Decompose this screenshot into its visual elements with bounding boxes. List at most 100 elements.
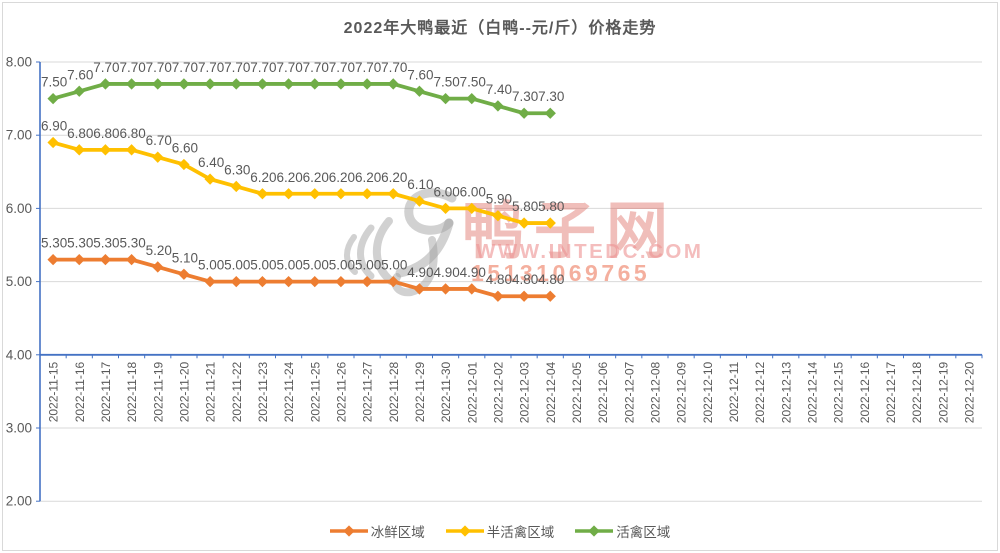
x-tick-label: 2022-12-11 bbox=[727, 361, 741, 422]
data-point-marker[interactable] bbox=[335, 188, 347, 200]
data-point-marker[interactable] bbox=[439, 202, 452, 215]
data-point-marker[interactable] bbox=[518, 107, 530, 119]
data-label: 7.40 bbox=[486, 82, 512, 97]
data-point-marker[interactable] bbox=[361, 78, 373, 90]
legend-item-0[interactable]: 冰鲜区域 bbox=[329, 521, 425, 541]
data-label: 6.90 bbox=[41, 119, 67, 134]
x-tick-label: 2022-12-02 bbox=[491, 361, 505, 423]
data-point-marker[interactable] bbox=[282, 188, 295, 200]
data-point-marker[interactable] bbox=[309, 78, 321, 90]
data-label: 6.00 bbox=[433, 184, 459, 199]
x-tick-label: 2022-11-18 bbox=[125, 361, 139, 422]
data-point-marker[interactable] bbox=[178, 78, 190, 90]
y-tick-label: 6.00 bbox=[6, 201, 32, 216]
x-tick-label: 2022-11-23 bbox=[256, 361, 270, 422]
x-tick-label: 2022-11-20 bbox=[177, 361, 191, 422]
data-label: 5.20 bbox=[146, 243, 172, 258]
data-label: 5.00 bbox=[381, 258, 407, 273]
data-label: 7.70 bbox=[146, 60, 172, 75]
data-point-marker[interactable] bbox=[387, 188, 399, 200]
x-tick-label: 2022-11-25 bbox=[308, 361, 322, 422]
data-point-marker[interactable] bbox=[492, 290, 504, 302]
x-tick-label: 2022-11-15 bbox=[47, 361, 61, 422]
legend-marker-icon bbox=[575, 525, 614, 537]
legend-item-2[interactable]: 活禽区域 bbox=[575, 521, 670, 541]
x-tick-label: 2022-11-19 bbox=[151, 361, 165, 422]
data-point-marker[interactable] bbox=[152, 78, 164, 90]
data-label: 6.20 bbox=[250, 170, 276, 185]
data-point-marker[interactable] bbox=[256, 78, 269, 90]
data-point-marker[interactable] bbox=[99, 78, 112, 90]
y-tick-label: 3.00 bbox=[6, 421, 32, 436]
data-point-marker[interactable] bbox=[178, 268, 190, 280]
data-point-marker[interactable] bbox=[230, 180, 242, 193]
x-tick-label: 2022-12-06 bbox=[596, 361, 610, 423]
data-label: 7.70 bbox=[276, 60, 302, 75]
data-point-marker[interactable] bbox=[230, 78, 242, 90]
data-point-marker[interactable] bbox=[309, 275, 321, 288]
data-point-marker[interactable] bbox=[387, 78, 399, 90]
data-point-marker[interactable] bbox=[361, 188, 373, 200]
data-label: 5.10 bbox=[172, 250, 198, 265]
data-point-marker[interactable] bbox=[413, 85, 426, 97]
legend-label: 冰鲜区域 bbox=[370, 525, 425, 540]
data-label: 5.00 bbox=[224, 258, 250, 273]
data-point-marker[interactable] bbox=[73, 85, 85, 97]
data-label: 7.50 bbox=[433, 75, 459, 90]
data-point-marker[interactable] bbox=[518, 290, 530, 302]
x-tick-label: 2022-12-12 bbox=[753, 361, 767, 423]
y-tick-label: 7.00 bbox=[6, 128, 32, 143]
x-tick-label: 2022-12-05 bbox=[570, 361, 584, 423]
data-point-marker[interactable] bbox=[47, 253, 59, 266]
data-point-marker[interactable] bbox=[125, 253, 138, 266]
data-point-marker[interactable] bbox=[544, 290, 556, 302]
x-tick-label: 2022-12-18 bbox=[910, 361, 924, 423]
data-label: 7.70 bbox=[172, 60, 198, 75]
data-label: 4.80 bbox=[538, 272, 564, 287]
data-point-marker[interactable] bbox=[99, 144, 112, 156]
data-point-marker[interactable] bbox=[73, 253, 85, 266]
data-point-marker[interactable] bbox=[152, 151, 164, 163]
data-point-marker[interactable] bbox=[125, 78, 138, 90]
data-point-marker[interactable] bbox=[492, 100, 504, 112]
data-point-marker[interactable] bbox=[125, 144, 138, 156]
data-point-marker[interactable] bbox=[47, 136, 59, 149]
data-label: 6.20 bbox=[329, 170, 355, 185]
data-point-marker[interactable] bbox=[466, 92, 478, 105]
data-point-marker[interactable] bbox=[309, 188, 321, 200]
data-point-marker[interactable] bbox=[544, 107, 556, 119]
watermark-brand: 鸭子网 bbox=[462, 197, 678, 266]
y-tick-label: 4.00 bbox=[6, 347, 32, 362]
data-point-marker[interactable] bbox=[152, 261, 164, 273]
x-tick-label: 2022-12-13 bbox=[779, 361, 793, 423]
data-point-marker[interactable] bbox=[335, 78, 347, 90]
data-point-marker[interactable] bbox=[230, 275, 242, 288]
data-point-marker[interactable] bbox=[99, 253, 112, 266]
data-point-marker[interactable] bbox=[439, 283, 452, 295]
data-point-marker[interactable] bbox=[204, 78, 216, 90]
data-label: 6.20 bbox=[381, 170, 407, 185]
legend-item-1[interactable]: 半活禽区域 bbox=[445, 521, 554, 541]
data-label: 7.70 bbox=[381, 60, 407, 75]
watermark-url: WWW.INTEDC.COM bbox=[476, 240, 703, 263]
data-label: 6.30 bbox=[224, 162, 250, 177]
data-point-marker[interactable] bbox=[439, 92, 452, 105]
data-label: 5.80 bbox=[538, 199, 564, 214]
data-point-marker[interactable] bbox=[256, 275, 269, 288]
data-label: 4.90 bbox=[407, 265, 433, 280]
x-tick-label: 2022-12-03 bbox=[518, 361, 532, 423]
data-point-marker[interactable] bbox=[204, 275, 216, 288]
data-label: 7.70 bbox=[329, 60, 355, 75]
data-label: 5.00 bbox=[355, 258, 381, 273]
data-point-marker[interactable] bbox=[282, 275, 295, 288]
data-label: 7.70 bbox=[224, 60, 250, 75]
data-point-marker[interactable] bbox=[256, 188, 269, 200]
data-point-marker[interactable] bbox=[73, 144, 85, 156]
data-label: 5.00 bbox=[250, 258, 276, 273]
x-tick-label: 2022-12-16 bbox=[858, 361, 872, 423]
data-point-marker[interactable] bbox=[47, 92, 59, 105]
data-point-marker[interactable] bbox=[282, 78, 295, 90]
data-point-marker[interactable] bbox=[335, 275, 347, 288]
